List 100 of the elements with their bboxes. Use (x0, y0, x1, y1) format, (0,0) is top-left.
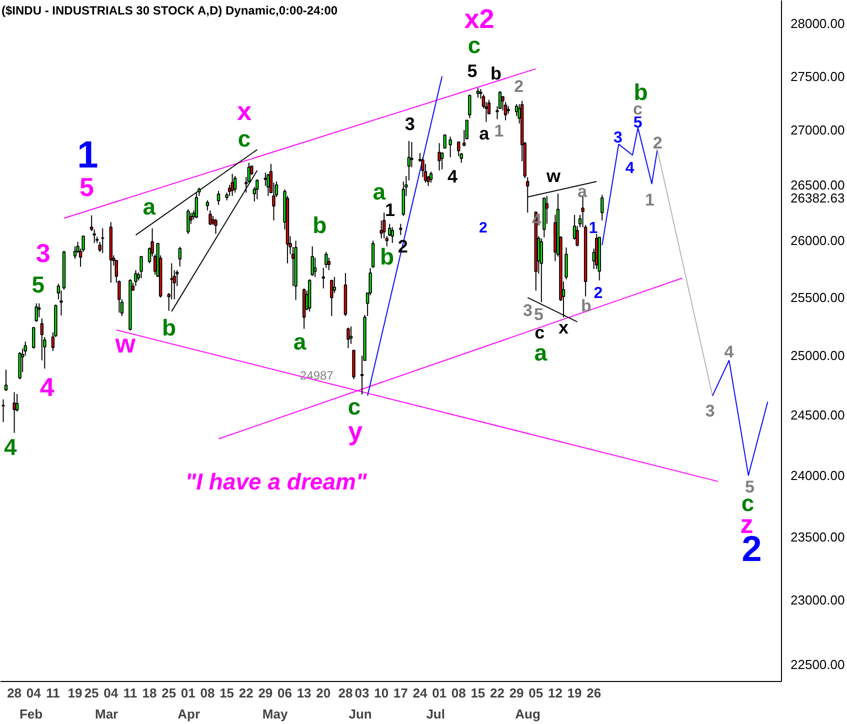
x-tick-label: 24 (412, 686, 428, 700)
x-tick-label: 15 (220, 686, 234, 700)
annotation: 5 (32, 271, 45, 298)
x-tick-label: 25 (84, 686, 99, 700)
x-tick-label: 28 (338, 686, 353, 700)
candlestick (310, 246, 314, 276)
annotation: 3 (404, 114, 415, 134)
candlestick (346, 327, 350, 349)
x-tick-label: 15 (470, 686, 486, 700)
annotation: 5 (745, 477, 755, 496)
x-tick-label: 08 (200, 686, 215, 700)
annotation: b (162, 314, 176, 341)
x-tick-label: 03 (354, 686, 370, 700)
x-tick-label: 22 (238, 686, 254, 700)
candlestick (206, 200, 210, 211)
annotation: a (479, 124, 490, 144)
candlestick (327, 257, 331, 271)
annotation: 4 (724, 342, 734, 362)
candlestick (330, 280, 334, 317)
x-tick-label: 10 (374, 686, 389, 700)
candlestick (564, 246, 568, 280)
candlestick (457, 142, 460, 157)
annotation: "I have a dream" (185, 468, 368, 494)
y-tick-label: 26500.00 (790, 177, 845, 192)
x-tick-label: 11 (123, 686, 138, 700)
candlestick (429, 171, 433, 184)
annotation: 5 (467, 60, 478, 81)
x-tick-label: 19 (567, 686, 582, 700)
annotation: 3 (523, 300, 533, 320)
y-tick-label: 27000.00 (790, 122, 845, 138)
candlestick (324, 251, 328, 268)
y-tick-label: 23500.00 (790, 530, 845, 545)
x-tick-label: 06 (278, 686, 292, 700)
candlestick (208, 210, 212, 226)
candlestick (390, 226, 394, 244)
x-tick-label: 08 (451, 686, 466, 700)
candlestick (256, 178, 259, 200)
annotation: 5 (633, 114, 642, 132)
candlestick (448, 136, 452, 158)
annotation: c (238, 125, 251, 152)
chart-title: ($INDU - INDUSTRIALS 30 STOCK A,D) Dynamic,0:00-24:00 (2, 4, 338, 18)
annotation: 1 (644, 190, 654, 210)
y-tick-label: 27500.00 (790, 68, 845, 84)
annotation: 3 (614, 130, 623, 147)
candlestick (140, 256, 143, 279)
annotation: a (372, 178, 386, 205)
annotation: b (380, 244, 394, 270)
annotation: x (558, 318, 568, 338)
annotation: 24987 (300, 368, 334, 382)
y-tick-label: 23000.00 (790, 592, 845, 608)
x-tick-label: 04 (104, 686, 119, 700)
y-tick-label: 22500.00 (790, 657, 845, 672)
x-tick-label: 29 (258, 686, 273, 700)
candlestick (382, 212, 386, 239)
x-tick-label: 22 (490, 686, 504, 700)
annotation: 3 (36, 238, 50, 268)
candlestick (332, 276, 336, 294)
annotation: b (581, 296, 592, 316)
x-tick-label: 01 (180, 686, 196, 700)
candlestick (101, 228, 104, 254)
annotation: 4 (4, 434, 18, 460)
annotation: 2 (479, 220, 488, 237)
annotation: 1 (385, 200, 396, 220)
x-tick-label: 26 (586, 686, 602, 700)
annotation: 4 (40, 372, 55, 402)
x-tick-label: 01 (432, 686, 447, 700)
x-tick-label: 19 (68, 686, 82, 700)
text: Jul (426, 706, 446, 722)
candlestick (460, 152, 463, 164)
x-tick-label: 25 (162, 686, 176, 700)
annotation: 2 (652, 133, 662, 152)
x-tick-label: 18 (142, 686, 157, 700)
y-tick-label: 25500.00 (790, 290, 845, 306)
x-tick-label: 12 (548, 686, 562, 700)
x-tick-label: 05 (528, 686, 544, 700)
text: Aug (515, 706, 540, 722)
annotation: 1 (494, 122, 504, 141)
text: Mar (94, 706, 118, 722)
x-tick-label: 13 (296, 686, 312, 700)
annotation: x2 (464, 4, 494, 34)
annotation: x (237, 96, 252, 126)
candlestick (216, 190, 220, 206)
x-tick-label: 11 (46, 686, 60, 700)
candlestick (178, 246, 182, 268)
candlestick (438, 142, 441, 171)
text: Feb (19, 706, 43, 722)
annotation: w (114, 328, 136, 358)
x-tick-label: 28 (7, 686, 22, 700)
candlestick (230, 173, 234, 196)
y-tick-label: 25000.00 (790, 348, 845, 364)
candlestick (214, 218, 218, 234)
candlestick (322, 267, 325, 289)
x-tick-label: 04 (26, 686, 42, 700)
x-tick-label: 17 (393, 686, 408, 700)
candlestick (600, 194, 604, 221)
candlestick (186, 208, 190, 234)
annotation: b (312, 212, 327, 238)
candlestick (233, 176, 237, 194)
annotation: b (634, 79, 648, 106)
candlestick (371, 240, 375, 268)
